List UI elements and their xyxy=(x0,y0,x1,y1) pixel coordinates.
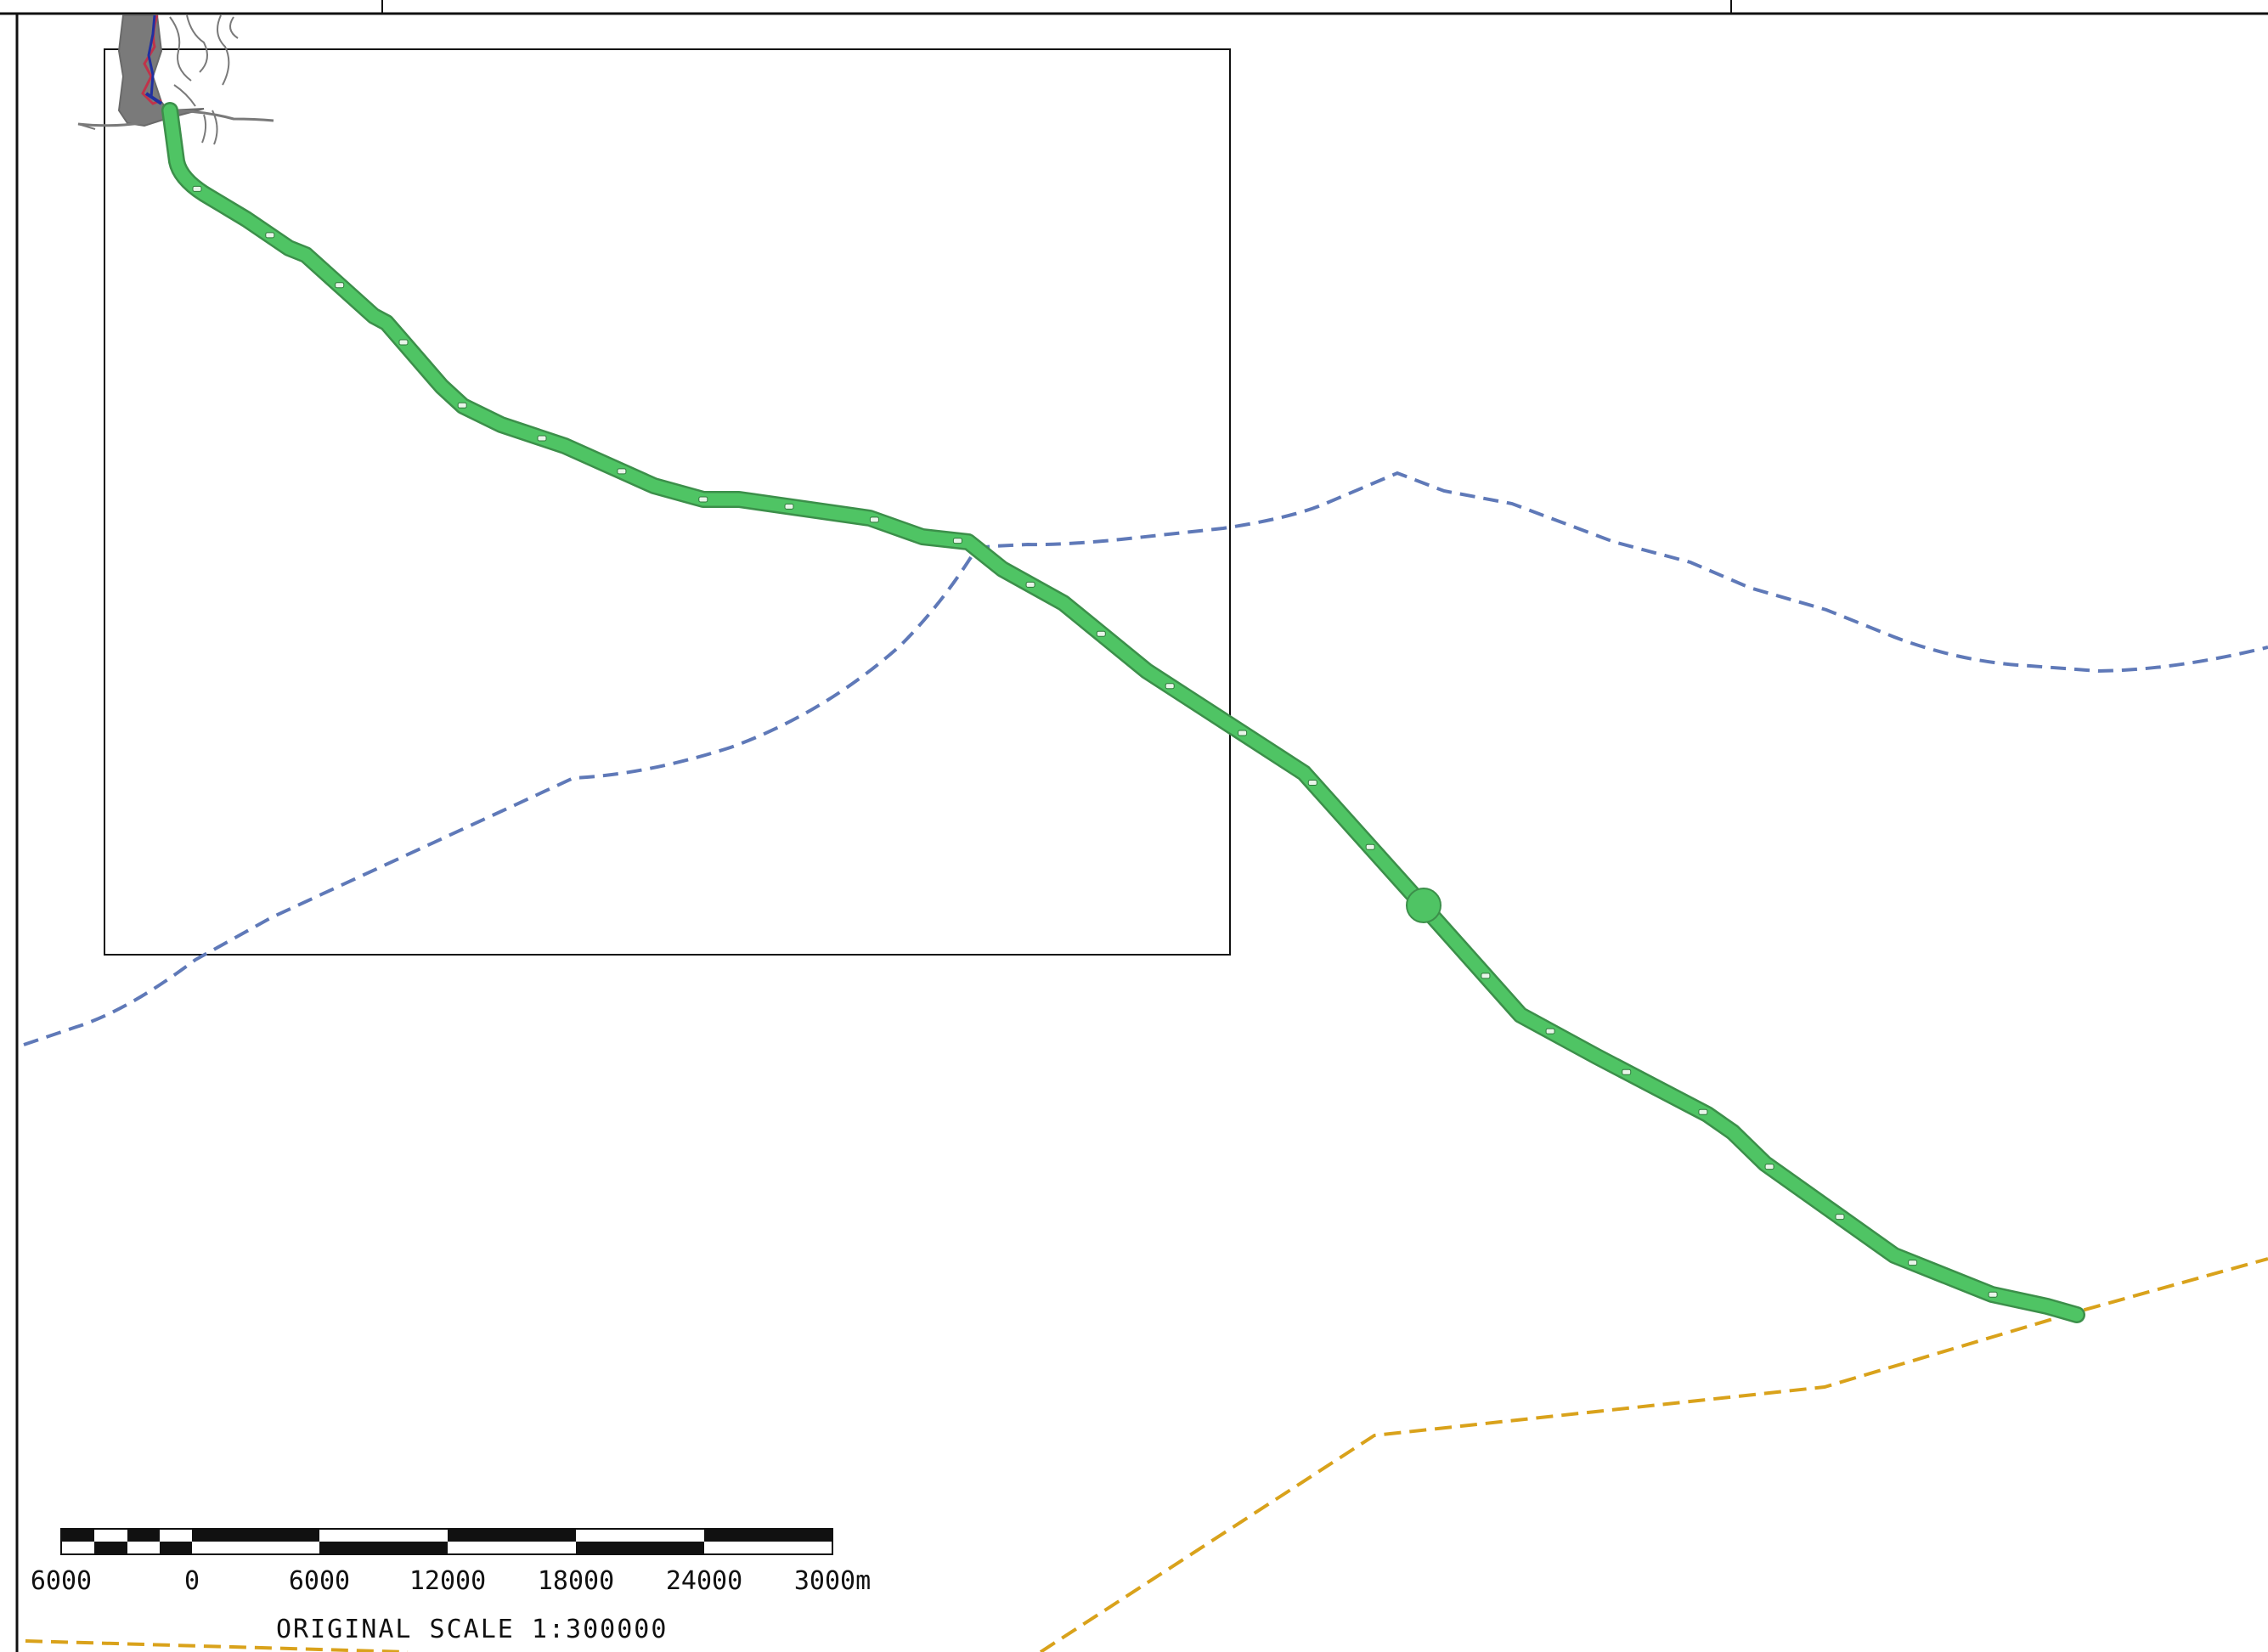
scale-bar-tick-labels: 6000 0 6000 12000 18000 24000 3000m xyxy=(31,1566,871,1596)
route-line-outline xyxy=(161,102,2085,1323)
scale-bar-segment xyxy=(160,1542,192,1554)
inset-extent-rectangle xyxy=(104,48,1231,956)
route-marker xyxy=(698,496,708,503)
route-marker xyxy=(952,538,962,544)
blue-boundary-line xyxy=(23,471,2268,1046)
route-marker xyxy=(1307,780,1317,786)
route-marker xyxy=(1908,1260,1918,1266)
scale-bar-segment xyxy=(448,1542,576,1554)
waypoint-icon[interactable] xyxy=(1406,888,1441,923)
route-marker xyxy=(1698,1108,1708,1115)
scale-bar-segment xyxy=(192,1542,319,1554)
route-marker xyxy=(1622,1068,1632,1075)
route-marker xyxy=(398,339,409,346)
route-marker xyxy=(1165,683,1175,690)
route-marker xyxy=(784,503,794,510)
scale-bar-segment xyxy=(192,1529,319,1542)
scale-bar-segment xyxy=(127,1529,160,1542)
scale-bar: 6000 0 6000 12000 18000 24000 3000m ORIGINAL S… xyxy=(31,1528,871,1644)
route-marker xyxy=(617,468,627,475)
scale-bar-segments xyxy=(61,1529,832,1554)
route-marker xyxy=(1835,1214,1845,1221)
harbor-coastline xyxy=(77,14,274,145)
route-marker xyxy=(537,435,547,442)
scale-bar-segment xyxy=(160,1529,192,1542)
scale-bar-segment xyxy=(61,1529,94,1542)
route-marker xyxy=(192,185,202,192)
scale-caption: ORIGINAL SCALE 1:300000 xyxy=(276,1615,668,1644)
scale-tick-label: 6000 xyxy=(289,1566,350,1596)
scale-tick-label: 3000m xyxy=(794,1566,871,1596)
scale-tick-label: 18000 xyxy=(538,1566,614,1596)
scale-bar-segment xyxy=(94,1529,127,1542)
scale-bar-segment xyxy=(704,1542,832,1554)
route-marker xyxy=(457,402,467,409)
gold-boundary-line-right xyxy=(1039,1257,2268,1652)
scale-bar-segment xyxy=(576,1529,704,1542)
route-line-fill xyxy=(163,104,2084,1322)
scale-bar-segment xyxy=(127,1542,160,1554)
route-marker xyxy=(335,282,345,289)
route-marker xyxy=(1365,843,1375,850)
scale-bar-segment xyxy=(94,1542,127,1554)
route-marker xyxy=(1988,1291,1998,1298)
route-marker xyxy=(1025,581,1035,588)
scale-bar-segment xyxy=(319,1542,448,1554)
scale-tick-label: 12000 xyxy=(409,1566,486,1596)
gold-boundary-line-left xyxy=(25,1639,409,1652)
route-marker xyxy=(869,516,879,523)
route-marker xyxy=(1545,1028,1555,1035)
scale-bar-segment xyxy=(704,1529,832,1542)
route-marker xyxy=(1764,1164,1774,1170)
scale-bar-outline xyxy=(60,1528,833,1555)
scale-bar-segment xyxy=(319,1529,448,1542)
scale-bar-segment xyxy=(448,1529,576,1542)
route-marker xyxy=(1096,630,1106,637)
route-marker xyxy=(1481,973,1491,979)
route-marker xyxy=(1238,730,1248,736)
scale-tick-label: 0 xyxy=(184,1566,200,1596)
scale-tick-label: 6000 xyxy=(31,1566,92,1596)
route-marker xyxy=(265,232,275,239)
route-line[interactable] xyxy=(161,102,2085,1323)
scale-bar-segment xyxy=(576,1542,704,1554)
scale-tick-label: 24000 xyxy=(666,1566,742,1596)
scale-bar-segment xyxy=(61,1542,94,1554)
